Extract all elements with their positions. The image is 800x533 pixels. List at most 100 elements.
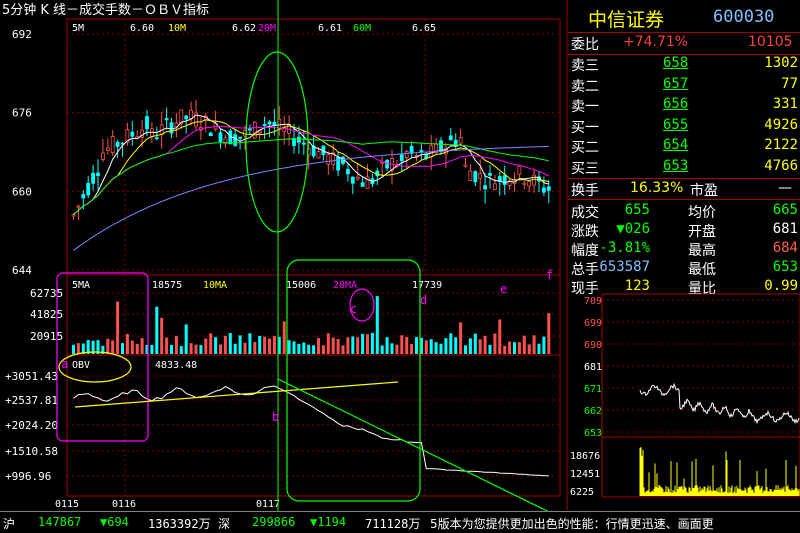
volume-bar	[253, 341, 257, 354]
x-axis-ticks: 0115 0116 0117	[55, 499, 280, 510]
time-tick-label: 0116	[112, 499, 136, 510]
volume-bar	[464, 345, 467, 354]
candle-body	[179, 109, 184, 124]
stats-row: 现手 123 量比 0.99	[568, 278, 800, 297]
stat-label: 开盘	[688, 224, 716, 240]
candle-body	[267, 121, 272, 125]
candle-body	[96, 172, 100, 176]
ma-label: 5M	[72, 23, 84, 34]
volume-bar	[395, 344, 399, 354]
candle-body	[238, 136, 243, 139]
volume-bar	[174, 336, 178, 354]
y-axis-ticks: 692 676 660 644 62735 41825 20915 +3051.43 +2537…	[5, 28, 63, 483]
candle-body	[247, 128, 252, 131]
candle-body	[409, 145, 414, 154]
volume-bar	[258, 335, 262, 354]
shiying-value: —	[778, 180, 792, 196]
candle-body	[463, 164, 468, 167]
volume-tick-label: 20915	[30, 330, 63, 343]
volume-bar	[346, 337, 350, 354]
ma-label: 20M	[258, 23, 276, 34]
obv-line	[73, 385, 549, 477]
volume-bar	[415, 337, 418, 354]
highlight-ellipse	[245, 51, 309, 233]
volume-bar	[527, 344, 531, 354]
candle-body	[448, 135, 453, 141]
volume-bar	[111, 340, 115, 354]
highlight-ellipse-obv	[58, 351, 132, 383]
candle-body	[360, 182, 365, 187]
candle-body	[350, 176, 355, 184]
stat-value: ▼026	[616, 221, 650, 237]
volume-bar	[488, 344, 492, 354]
stats-row: 成交 655 均价 665	[568, 202, 800, 221]
chart-title: 5分钟 K 线－成交手数－ＯＢＶ指标	[2, 2, 209, 18]
candle-body	[492, 183, 497, 191]
volume-bar	[116, 301, 120, 354]
status-bar: 沪 147867 ▼694 1363392万 深 299866 ▼1194 71…	[0, 511, 800, 533]
volume-bar	[503, 345, 507, 354]
candle-body	[478, 173, 483, 179]
candle-body	[110, 136, 115, 153]
volume-bar	[410, 344, 414, 354]
stat-label: 涨跌	[571, 224, 599, 240]
order-book-row: 买一 655 4926	[568, 117, 800, 137]
candle-body	[169, 122, 174, 134]
order-label: 买一	[571, 119, 599, 136]
volume-bar	[214, 337, 218, 354]
order-label: 卖一	[571, 99, 599, 115]
volume-header: 5MA 18575 10MA 15006 20MA 17739	[72, 280, 442, 291]
candle-body	[473, 171, 478, 183]
ma-value: 6.60	[130, 23, 154, 34]
volume-bar	[390, 343, 394, 354]
volume-bar	[184, 324, 188, 354]
volume-bar	[375, 296, 379, 354]
obv-tick-label: +996.96	[5, 470, 51, 483]
volume-bar	[459, 322, 463, 354]
volume-bar	[547, 313, 551, 354]
weicha-value: 10105	[748, 34, 793, 50]
candlestick-series	[71, 99, 551, 221]
candle-body	[218, 132, 223, 142]
volume-bar	[385, 337, 389, 354]
obv-breakdown-line	[277, 378, 591, 532]
ma-label: 60M	[353, 23, 371, 34]
moving-average-lines	[73, 114, 550, 251]
candle-body	[101, 152, 105, 160]
candle-body	[292, 138, 296, 146]
volume-bar	[405, 337, 409, 354]
mini-price-tick: 690	[584, 340, 602, 351]
obv-series-line	[73, 385, 549, 477]
candle-body	[252, 121, 257, 139]
mini-price-tick: 671	[584, 384, 602, 395]
candle-body	[208, 132, 213, 137]
stock-name: 中信证券	[588, 9, 665, 31]
mini-price-tick: 662	[584, 406, 602, 417]
vol-ma-value: 18575	[152, 280, 182, 291]
volume-bar	[277, 336, 281, 354]
annotation-letter: d	[420, 293, 427, 307]
order-volume: 1302	[764, 55, 798, 71]
huanshou-label: 换手	[571, 183, 599, 199]
candle-body	[497, 176, 502, 183]
obv-tick-label: +2024.20	[5, 419, 58, 432]
volume-bar	[170, 344, 173, 354]
volume-bar	[302, 342, 306, 354]
annotation-letter: b	[272, 410, 279, 424]
candle-body	[306, 148, 311, 156]
volume-bar	[341, 345, 345, 354]
volume-bar	[400, 335, 404, 354]
volume-bar	[297, 343, 301, 354]
mini-price-tick: 681	[584, 362, 602, 373]
volume-bar	[219, 344, 222, 354]
volume-bar	[513, 342, 516, 354]
mini-frame	[601, 293, 800, 498]
volume-bar	[508, 341, 512, 354]
mini-price-tick: 699	[584, 318, 602, 329]
volume-bar	[429, 339, 433, 354]
candle-body	[502, 175, 507, 185]
volume-bar	[307, 344, 311, 354]
candle-body	[365, 176, 370, 190]
volume-bar	[160, 317, 164, 354]
